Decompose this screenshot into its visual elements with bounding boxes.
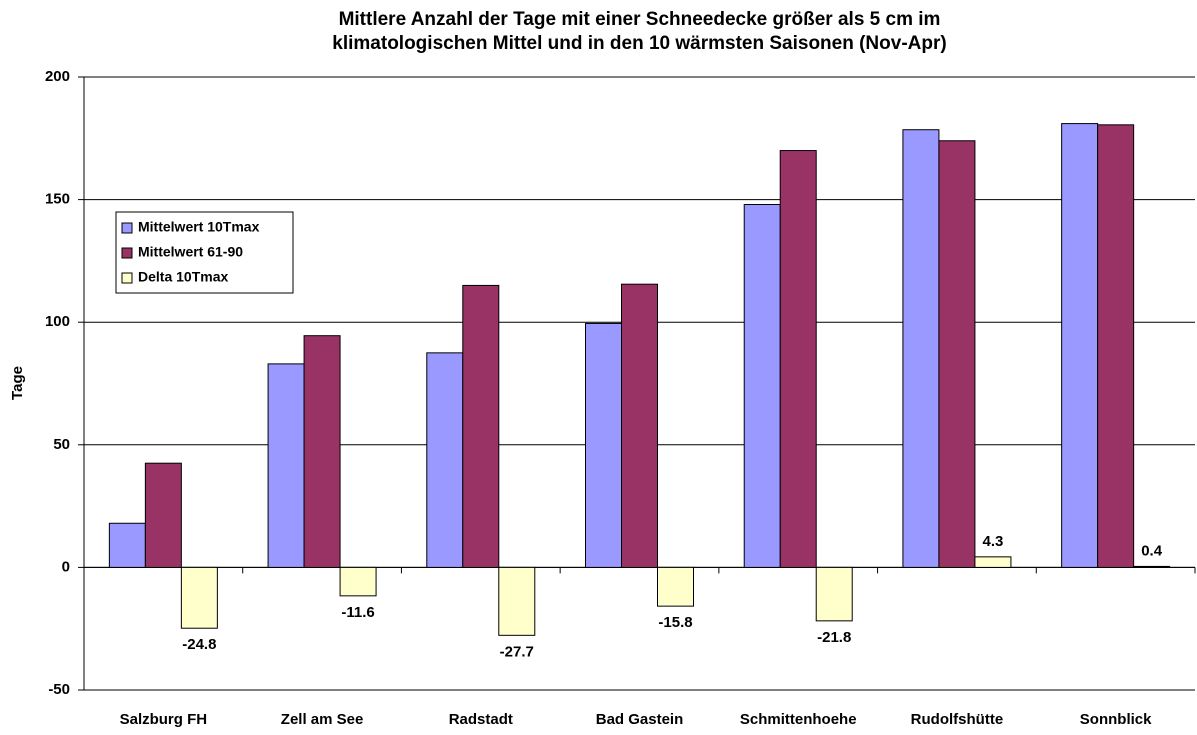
bar bbox=[657, 566, 694, 607]
legend-label: Mittelwert 61-90 bbox=[138, 244, 243, 260]
data-label: 4.3 bbox=[982, 533, 1003, 550]
bar bbox=[743, 204, 781, 568]
bar bbox=[267, 363, 305, 568]
bar bbox=[938, 140, 976, 568]
bar bbox=[339, 566, 377, 597]
bar bbox=[902, 129, 940, 568]
data-label: -15.8 bbox=[658, 614, 692, 631]
y-tick-label: 100 bbox=[45, 313, 70, 330]
legend-box bbox=[115, 211, 294, 294]
data-label: -27.7 bbox=[500, 643, 534, 660]
bar bbox=[585, 322, 622, 568]
x-tick-label: Bad Gastein bbox=[596, 711, 684, 728]
x-tick-label: Schmittenhoehe bbox=[740, 711, 857, 728]
data-label: 0.4 bbox=[1141, 542, 1163, 559]
bar bbox=[144, 462, 182, 568]
y-tick-label: 50 bbox=[53, 436, 70, 453]
data-label: -24.8 bbox=[182, 636, 216, 653]
data-label: -11.6 bbox=[341, 604, 374, 621]
bar bbox=[108, 522, 146, 568]
bar bbox=[498, 566, 536, 636]
x-tick-label: Radstadt bbox=[449, 711, 513, 728]
legend-swatch bbox=[121, 272, 133, 284]
bar bbox=[1097, 124, 1135, 568]
y-tick-label: 0 bbox=[62, 558, 70, 575]
x-tick-label: Sonnblick bbox=[1080, 711, 1152, 728]
legend-swatch bbox=[121, 247, 133, 259]
x-tick-label: Rudolfshütte bbox=[911, 711, 1003, 728]
x-tick-label: Zell am See bbox=[281, 711, 364, 728]
y-tick-label: 200 bbox=[45, 68, 70, 85]
bar bbox=[180, 566, 218, 629]
legend-swatch bbox=[121, 222, 133, 234]
y-tick-label: -50 bbox=[48, 681, 70, 698]
bar bbox=[426, 352, 464, 568]
chart-title: Mittlere Anzahl der Tage mit einer Schne… bbox=[332, 9, 947, 54]
bar bbox=[462, 284, 500, 568]
bar bbox=[779, 150, 817, 568]
bar bbox=[974, 556, 1012, 568]
bar bbox=[815, 566, 853, 622]
y-axis-title: Tage bbox=[9, 366, 26, 400]
legend-label: Mittelwert 10Tmax bbox=[138, 219, 260, 235]
legend-label: Delta 10Tmax bbox=[138, 269, 228, 285]
y-tick-label: 150 bbox=[45, 191, 70, 208]
bar bbox=[1133, 565, 1171, 568]
data-label: -21.8 bbox=[817, 629, 851, 646]
bar bbox=[621, 283, 658, 568]
x-tick-label: Salzburg FH bbox=[120, 711, 208, 728]
bar bbox=[303, 335, 341, 568]
bar bbox=[1061, 123, 1099, 568]
